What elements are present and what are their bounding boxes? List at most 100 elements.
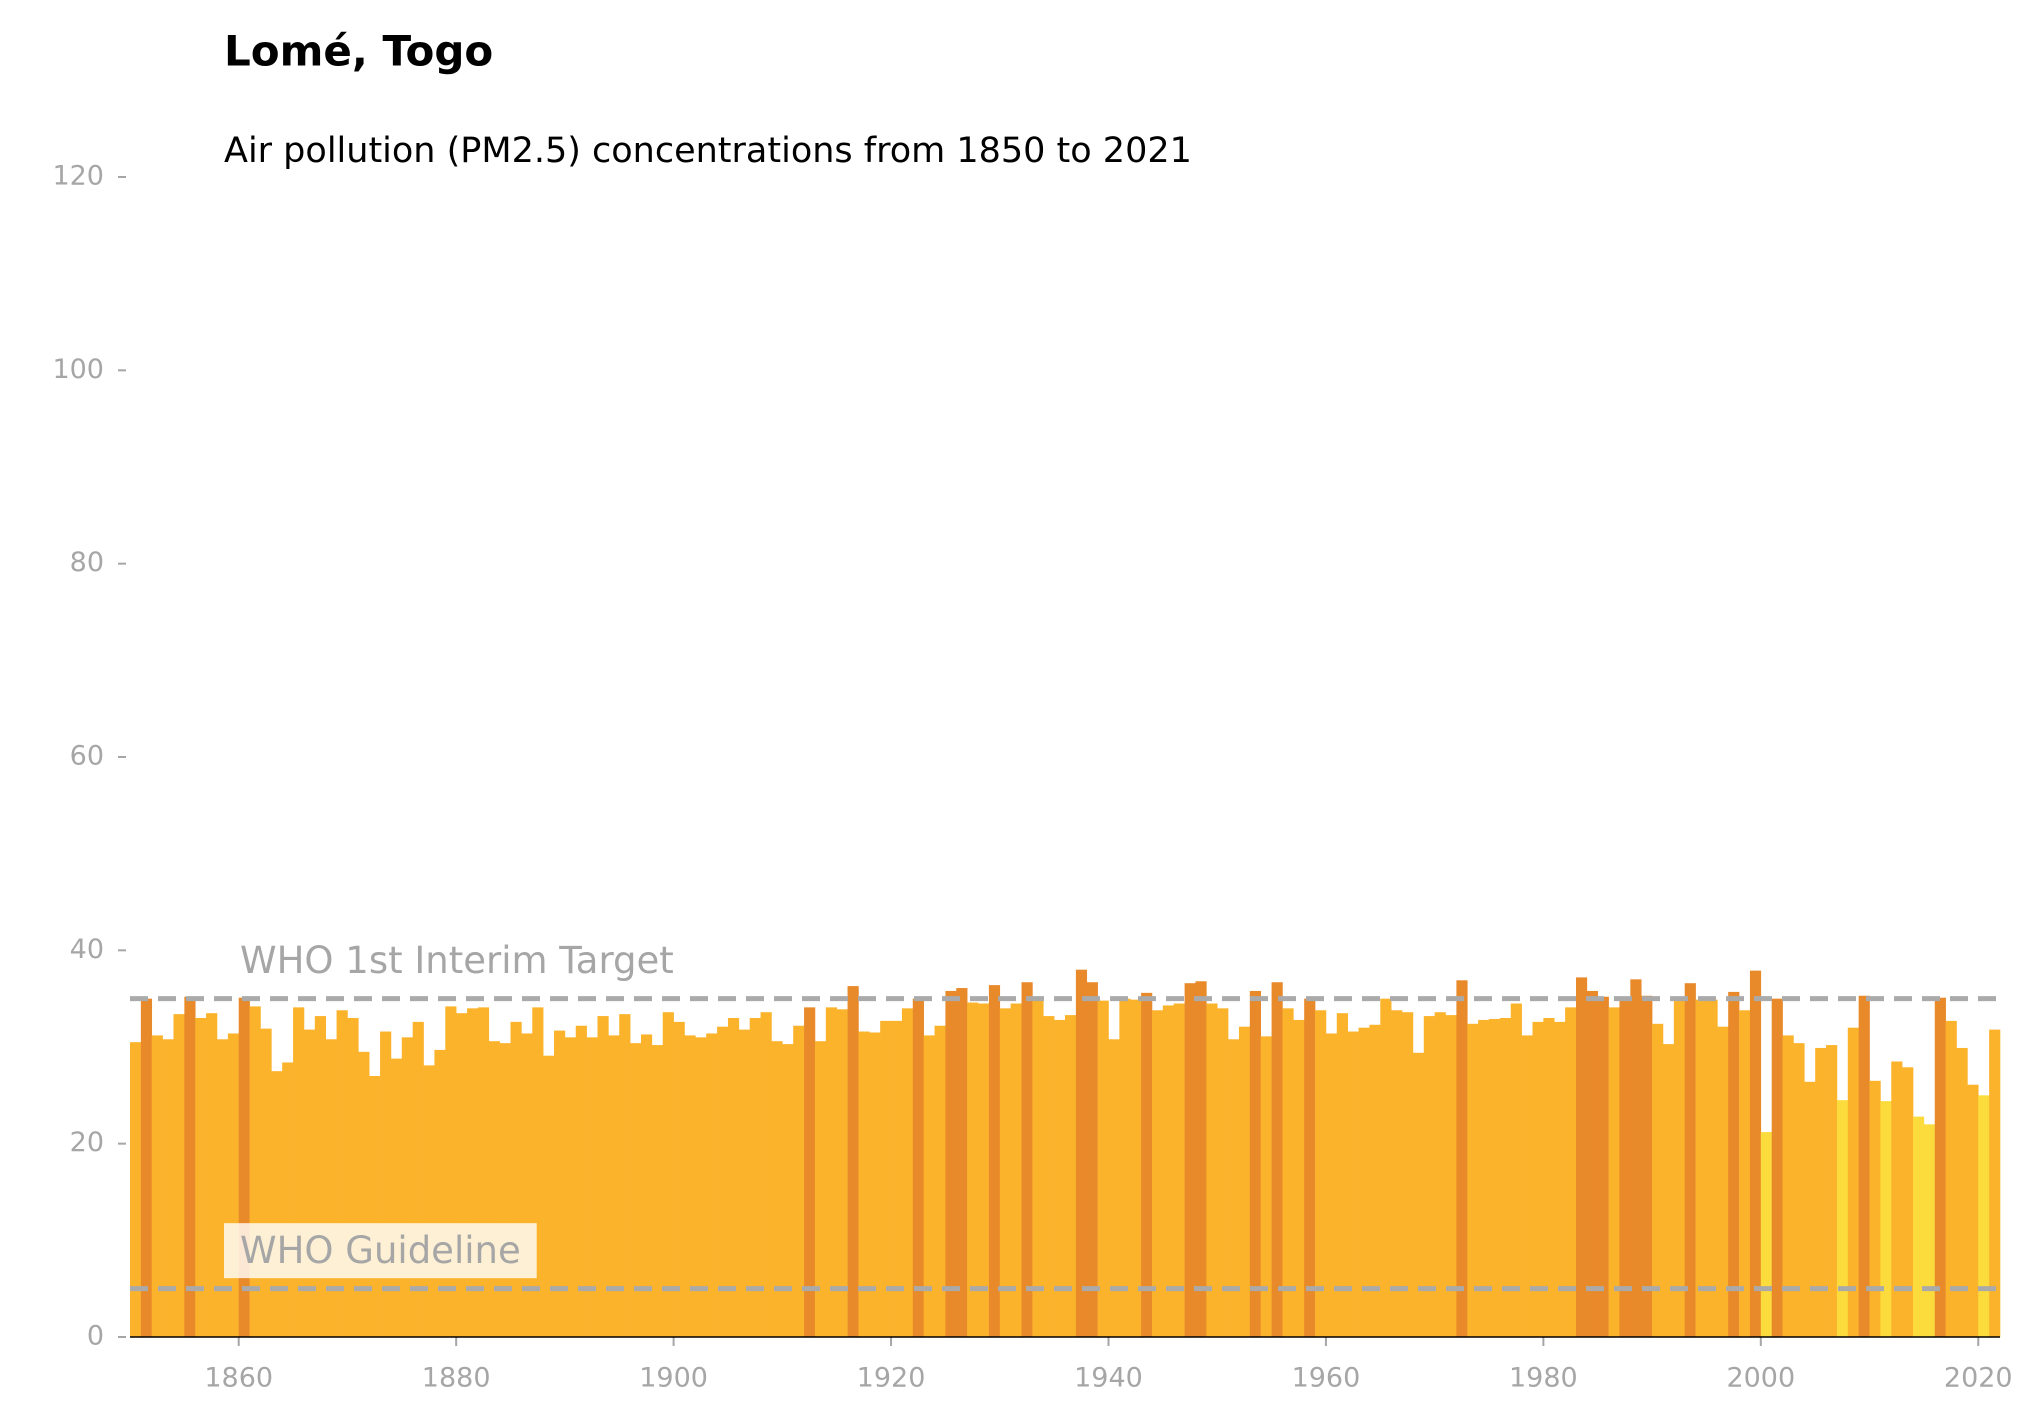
bar (282, 1062, 294, 1337)
bar (260, 1028, 272, 1337)
bar (130, 1042, 142, 1337)
bar (184, 996, 196, 1337)
bar (1325, 1033, 1338, 1337)
bar (1304, 998, 1316, 1337)
bar (1847, 1027, 1859, 1337)
bar (847, 986, 859, 1337)
bar (662, 1012, 674, 1337)
bar (445, 1006, 457, 1337)
bar (1021, 982, 1033, 1337)
x-tick-label: 1980 (1509, 1363, 1578, 1394)
bar (1586, 990, 1599, 1337)
bar (412, 1021, 424, 1337)
bar (1228, 1039, 1240, 1337)
bar (293, 1007, 305, 1337)
y-tick-label: 40 (70, 934, 104, 965)
bar (749, 1018, 761, 1337)
bar (1880, 1101, 1892, 1337)
x-tick-label: 1860 (204, 1363, 273, 1394)
bar (303, 1029, 316, 1337)
bar (1130, 999, 1142, 1337)
bar (510, 1021, 522, 1337)
x-tick-label: 1960 (1292, 1363, 1361, 1394)
bar (554, 1030, 566, 1337)
x-tick-label: 1880 (422, 1363, 491, 1394)
bar (401, 1037, 413, 1337)
x-tick-label: 1900 (639, 1363, 708, 1394)
bar (1173, 1003, 1185, 1337)
bar (249, 1006, 261, 1337)
bar (1956, 1047, 1968, 1337)
bar (1652, 1023, 1664, 1337)
bar (901, 1008, 914, 1337)
bar (760, 1012, 772, 1337)
bar (1793, 1043, 1805, 1337)
bar (1782, 1035, 1794, 1337)
bar (1499, 1018, 1512, 1337)
bar (1478, 1019, 1490, 1337)
bar (1543, 1018, 1555, 1337)
bar (1489, 1018, 1501, 1337)
bar (477, 1007, 490, 1337)
y-tick-label: 100 (52, 354, 104, 385)
bar (1271, 982, 1283, 1337)
bar (369, 1076, 381, 1337)
bar (771, 1041, 783, 1337)
bar (825, 1007, 837, 1337)
reference-label: WHO 1st Interim Target (240, 939, 674, 982)
bar (499, 1043, 511, 1337)
bar (1293, 1019, 1305, 1337)
bar (717, 1026, 729, 1337)
bar (1913, 1116, 1925, 1337)
bar (1630, 979, 1642, 1337)
bar (1260, 1036, 1272, 1337)
bar (640, 1034, 653, 1337)
bar (1391, 1010, 1403, 1337)
x-tick-label: 1940 (1074, 1363, 1143, 1394)
bar (434, 1049, 446, 1337)
bar (1119, 998, 1131, 1337)
bar (804, 1007, 816, 1337)
bar (532, 1007, 544, 1337)
bar (1141, 992, 1153, 1337)
bar (1434, 1012, 1446, 1337)
bar (1717, 1026, 1729, 1337)
bar (1619, 996, 1631, 1337)
bar (575, 1025, 587, 1337)
bar (1445, 1015, 1457, 1337)
x-tick-label: 2000 (1726, 1363, 1795, 1394)
x-tick-label: 1920 (857, 1363, 926, 1394)
bar (1739, 1010, 1751, 1337)
bar (814, 1041, 827, 1337)
bar (880, 1020, 892, 1337)
y-tick-label: 0 (87, 1321, 104, 1352)
bar (1978, 1095, 1990, 1337)
bar (314, 1016, 326, 1337)
chart-title: Lomé, Togo (224, 27, 493, 76)
bar (1554, 1021, 1566, 1337)
bar (673, 1021, 685, 1337)
bar (651, 1045, 664, 1337)
bar (206, 1013, 218, 1337)
bar (1151, 1010, 1164, 1337)
bar (891, 1020, 903, 1337)
bar (216, 1039, 229, 1337)
bar (978, 1003, 990, 1337)
bar (912, 998, 924, 1337)
bar (1804, 1081, 1816, 1337)
bar (706, 1033, 718, 1337)
bar (423, 1065, 435, 1337)
bar (945, 990, 957, 1337)
bar (1238, 1026, 1251, 1337)
bar (1815, 1047, 1827, 1337)
bar (597, 1016, 609, 1337)
bar (586, 1037, 598, 1337)
bar (1282, 1008, 1294, 1337)
bar (195, 1018, 207, 1337)
bar (358, 1051, 370, 1337)
bar (1728, 991, 1740, 1337)
bar (1869, 1080, 1881, 1337)
bar (1521, 1035, 1533, 1337)
bar (1162, 1005, 1175, 1337)
